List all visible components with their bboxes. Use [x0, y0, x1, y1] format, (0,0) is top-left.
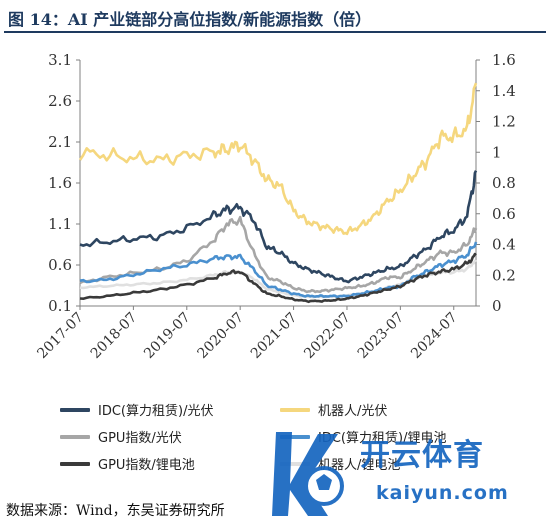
legend-item-idc-li: IDC(算力租赁)/锂电池 — [280, 427, 446, 446]
y-left-tick-label: 1.1 — [48, 215, 72, 233]
y-right-tick-label: 0.8 — [492, 174, 516, 192]
y-left-tick-label: 0.6 — [48, 256, 72, 274]
series-line-gpu-pv — [79, 215, 478, 294]
watermark: 开云体育 kaiyun.com — [262, 424, 550, 524]
y-left-tick-label: 0.1 — [48, 297, 72, 315]
y-right-tick-label: 1.6 — [492, 51, 516, 69]
legend-label-robot-pv: 机器人/光伏 — [318, 404, 388, 419]
series-line-gpu-li — [79, 252, 477, 304]
y-right-tick-label: 0.4 — [492, 236, 516, 254]
y-right-tick-label: 1.2 — [492, 113, 516, 131]
legend-item-gpu-pv: GPU指数/光伏 — [60, 427, 182, 446]
legend-swatch-gpu-li — [60, 461, 90, 466]
y-left-tick-label: 3.1 — [48, 51, 72, 69]
series-line-idc-li — [79, 241, 478, 299]
y-right-tick-label: 0 — [492, 297, 502, 315]
line-chart: 0.1 0.6 1.1 1.6 2.1 2.6 3.1 0 0.2 0.4 0.6 0.8 1 1.2 1.… — [34, 51, 516, 362]
legend-swatch-robot-pv — [280, 407, 310, 412]
x-tick-label: 2024-07 — [408, 310, 460, 362]
legend-item-gpu-li: GPU指数/锂电池 — [60, 454, 195, 473]
legend-swatch-robot-li — [280, 461, 310, 466]
y-left-tick-label: 1.6 — [48, 174, 72, 192]
legend-swatch-gpu-pv — [60, 434, 90, 439]
legend-label-gpu-pv: GPU指数/光伏 — [98, 431, 182, 446]
legend-label-idc-li: IDC(算力租赁)/锂电池 — [318, 431, 447, 446]
legend-label-robot-li: 机器人/锂电池 — [318, 458, 401, 473]
series-line-robot-pv — [78, 82, 478, 236]
x-tick-label: 2019-07 — [141, 310, 193, 362]
x-tick-label: 2021-07 — [248, 310, 300, 362]
legend-swatch-idc-li — [280, 434, 310, 439]
watermark-url: kaiyun.com — [376, 482, 509, 504]
legend-label-gpu-li: GPU指数/锂电池 — [98, 458, 195, 473]
y-right-tick-label: 1.4 — [492, 82, 516, 100]
legend-item-robot-pv: 机器人/光伏 — [280, 400, 387, 419]
series-line-idc-pv — [79, 170, 478, 284]
y-right-tick-label: 1 — [492, 143, 502, 161]
legend-label-idc-pv: IDC(算力租赁)/光伏 — [98, 404, 214, 419]
legend-item-idc-pv: IDC(算力租赁)/光伏 — [60, 400, 213, 419]
watermark-logo-icon — [272, 432, 344, 516]
x-tick-label: 2017-07 — [34, 310, 86, 362]
legend-swatch-idc-pv — [60, 407, 90, 412]
y-left-tick-label: 2.1 — [48, 133, 72, 151]
x-tick-label: 2020-07 — [195, 310, 247, 362]
title-divider — [4, 31, 546, 33]
y-right-tick-label: 0.6 — [492, 205, 516, 223]
x-tick-label: 2023-07 — [355, 310, 407, 362]
watermark-brand: 开云体育 — [360, 438, 484, 473]
legend-item-robot-li: 机器人/锂电池 — [280, 454, 400, 473]
figure-title: 图 14：AI 产业链部分高位指数/新能源指数（倍） — [8, 10, 372, 29]
source-note: 数据来源：Wind，东吴证券研究所 — [6, 503, 225, 519]
y-left-tick-label: 2.6 — [48, 92, 72, 110]
y-right-tick-label: 0.2 — [492, 266, 516, 284]
figure-title-row: 图 14：AI 产业链部分高位指数/新能源指数（倍） — [4, 2, 546, 33]
x-tick-label: 2022-07 — [301, 310, 353, 362]
x-tick-label: 2018-07 — [88, 310, 140, 362]
